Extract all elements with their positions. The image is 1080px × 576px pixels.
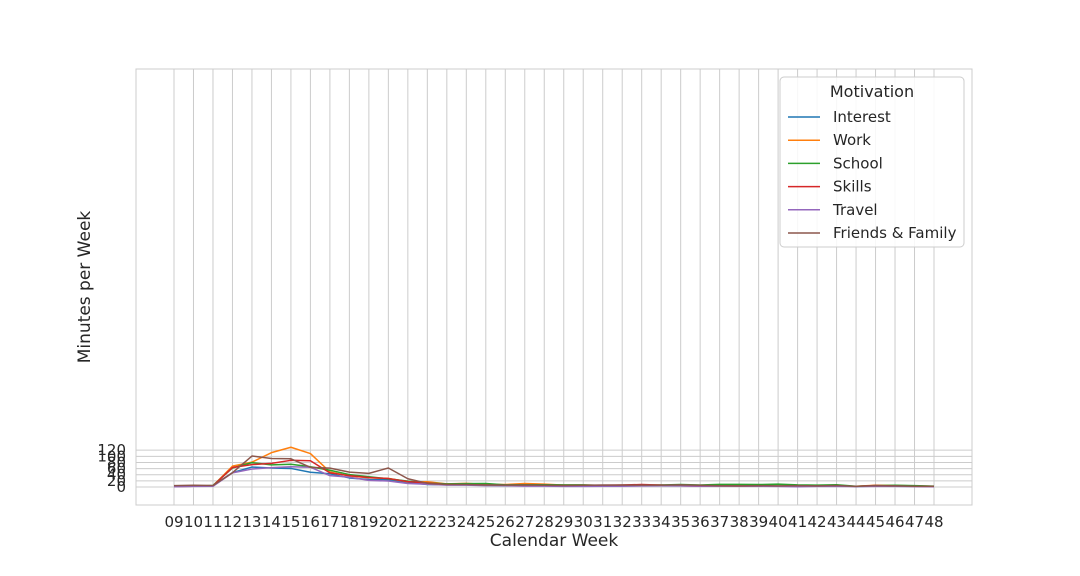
y-tick-label: 20 [107,472,126,490]
x-tick-label: 41 [788,513,807,531]
x-tick-label: 36 [691,513,710,531]
x-tick-label: 11 [203,513,222,531]
x-axis-title: Calendar Week [490,531,619,551]
y-tick-label: 60 [107,460,126,478]
x-tick-label: 21 [398,513,417,531]
x-tick-label: 23 [437,513,456,531]
legend-label: Skills [833,178,872,196]
x-tick-label: 37 [710,513,729,531]
x-tick-label: 30 [574,513,593,531]
x-tick-label: 13 [242,513,261,531]
x-tick-label: 33 [632,513,651,531]
x-tick-label: 32 [613,513,632,531]
x-tick-label: 28 [535,513,554,531]
y-tick-label: 100 [97,447,126,465]
legend-label: School [833,154,883,172]
x-tick-label: 19 [359,513,378,531]
series-lines [173,446,935,488]
x-tick-label: 22 [418,513,437,531]
y-tick-label: 120 [97,441,126,459]
x-tick-label: 31 [593,513,612,531]
x-tick-label: 18 [340,513,359,531]
legend-box [779,76,965,248]
legend: Motivation Interest Work School Skills Trave… [779,76,965,248]
series-line-travel [173,466,935,488]
x-tick-label: 45 [866,513,885,531]
x-tick-label: 39 [749,513,768,531]
legend-label: Interest [833,108,891,126]
x-tick-label: 15 [281,513,300,531]
legend-label: Friends & Family [833,224,957,242]
tick-labels: 09 10 11 12 13 14 15 16 17 18 19 20 21 22 23 24 25 26 27 28… [97,441,943,531]
series-line-friends-family [173,455,935,488]
x-tick-label: 34 [652,513,671,531]
x-tick-label: 12 [223,513,242,531]
x-tick-label: 40 [769,513,788,531]
y-tick-label: 40 [107,466,126,484]
x-tick-label: 25 [476,513,495,531]
x-tick-label: 43 [827,513,846,531]
x-tick-label: 20 [379,513,398,531]
x-tick-label: 14 [262,513,281,531]
x-tick-label: 47 [905,513,924,531]
x-tick-label: 16 [301,513,320,531]
x-tick-label: 38 [730,513,749,531]
x-tick-label: 10 [184,513,203,531]
x-tick-label: 09 [164,513,183,531]
y-axis-title: Minutes per Week [75,211,95,364]
x-tick-label: 48 [924,513,943,531]
x-tick-label: 42 [808,513,827,531]
x-tick-label: 35 [671,513,690,531]
x-tick-label: 44 [847,513,866,531]
legend-items: Interest Work School Skills Travel Friends & … [788,108,957,242]
grid [136,69,972,505]
x-tick-label: 26 [496,513,515,531]
legend-label: Travel [832,201,878,219]
y-tick-label: 80 [107,453,126,471]
x-tick-label: 46 [885,513,904,531]
x-tick-label: 29 [554,513,573,531]
x-tick-label: 24 [457,513,476,531]
y-tick-label: 0 [116,478,126,496]
plot-frame [135,68,973,506]
x-tick-label: 27 [515,513,534,531]
legend-title: Motivation [830,82,914,101]
legend-label: Work [833,131,871,149]
x-tick-label: 17 [320,513,339,531]
